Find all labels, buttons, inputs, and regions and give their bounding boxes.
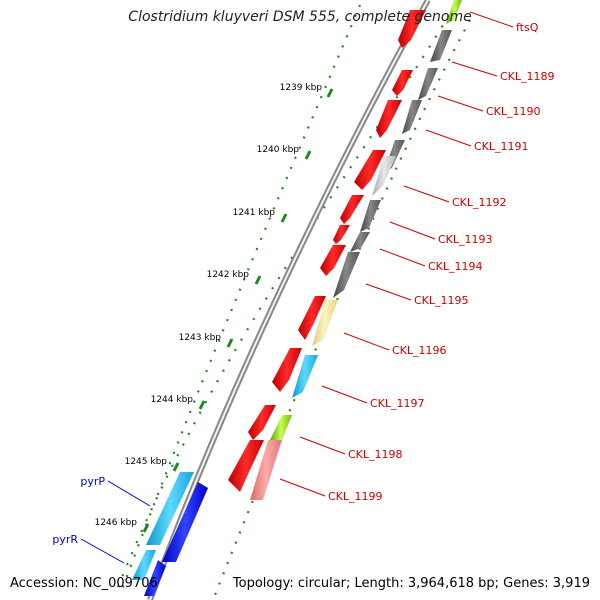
cds-ckl-1189[interactable] (392, 70, 413, 96)
cog-pyrp[interactable] (146, 472, 194, 545)
gene-labels: ftsQ CKL_1189 CKL_1190 CKL_1191 CKL_1192 CKL_… (52, 11, 555, 564)
gene-label-ckl-1199[interactable]: CKL_1199 (328, 490, 383, 503)
leader-line (321, 385, 368, 404)
cog-ckl-1194[interactable] (350, 232, 370, 252)
cds-ftsq[interactable] (398, 10, 426, 48)
leader-line (107, 480, 151, 507)
cog-ckl-1196[interactable] (312, 300, 338, 346)
gene-label-ckl-1191[interactable]: CKL_1191 (474, 140, 529, 153)
cds-ckl-1198[interactable] (228, 440, 264, 492)
leader-line (389, 221, 436, 240)
leader-line (437, 95, 484, 112)
leader-line (425, 129, 472, 147)
cds-ckl-1193[interactable] (333, 225, 350, 244)
tick-label: 1242 kbp (207, 270, 250, 280)
cog-ckl-1195[interactable] (333, 252, 360, 298)
gene-label-pyrp[interactable]: pyrP (80, 475, 105, 488)
cds-ckl-1190[interactable] (376, 100, 402, 138)
tick-label: 1240 kbp (257, 145, 300, 155)
cog-ckl-1189[interactable] (418, 68, 438, 100)
leader-line (451, 61, 498, 77)
cds-ckl-1191[interactable] (354, 150, 386, 190)
inner-dotted-track (213, 19, 471, 596)
tick-mark (326, 88, 334, 98)
pyr-genes (132, 472, 208, 596)
gene-label-ckl-1196[interactable]: CKL_1196 (392, 344, 447, 357)
tick-mark (280, 213, 288, 223)
map-title: Clostridium kluyveri DSM 555, complete g… (128, 9, 471, 25)
cds-ckl-1197[interactable] (248, 405, 276, 440)
gene-label-ckl-1198[interactable]: CKL_1198 (348, 448, 403, 461)
tick-mark (172, 462, 180, 472)
tick-label: 1243 kbp (179, 333, 222, 343)
leader-line (299, 436, 346, 455)
cog-ckl-1193[interactable] (360, 200, 381, 232)
cds-pyrr[interactable] (144, 560, 166, 596)
coordinate-ticks: 1239 kbp 1240 kbp 1241 kbp 1242 kbp 1243 kbp… (95, 83, 334, 533)
gene-label-ftsq[interactable]: ftsQ (516, 21, 539, 34)
topology-label: Topology: circular; Length: 3,964,618 bp… (232, 576, 590, 591)
tick-label: 1239 kbp (280, 83, 323, 93)
tick-label: 1241 kbp (233, 208, 276, 218)
tick-label: 1246 kbp (95, 518, 138, 528)
cog-ckl-1190[interactable] (402, 100, 422, 134)
tick-mark (198, 400, 206, 410)
cds-pyrp[interactable] (162, 482, 208, 562)
cog-ckl-1199[interactable] (250, 440, 282, 500)
gene-label-ckl-1189[interactable]: CKL_1189 (500, 70, 555, 83)
tick-mark (304, 150, 312, 160)
gene-label-ckl-1192[interactable]: CKL_1192 (452, 196, 507, 209)
cog-ftsq-green[interactable] (446, 0, 462, 24)
gene-label-ckl-1197[interactable]: CKL_1197 (370, 397, 425, 410)
leader-line (379, 248, 426, 267)
leader-line (365, 283, 412, 301)
outer-dotted-track (118, 4, 362, 596)
tick-mark (254, 275, 262, 285)
leader-line (80, 538, 125, 564)
leader-line (279, 478, 326, 497)
cog-ckl-1198[interactable] (270, 415, 292, 440)
tick-mark (142, 523, 150, 533)
accession-label: Accession: NC_009706 (10, 576, 158, 591)
tick-label: 1244 kbp (151, 395, 194, 405)
cds-ckl-1192[interactable] (340, 195, 364, 224)
cds-ckl-1194[interactable] (320, 245, 346, 276)
gene-label-ckl-1190[interactable]: CKL_1190 (486, 105, 541, 118)
cds-ckl-1195[interactable] (298, 296, 326, 340)
tick-mark (226, 338, 234, 348)
cog-ckl-1192[interactable] (372, 156, 396, 196)
cog-ckl-1197[interactable] (292, 355, 318, 398)
genome-backbone-highlight (149, 0, 429, 600)
tick-label: 1245 kbp (125, 457, 168, 467)
cog-track (250, 0, 462, 500)
gene-label-pyrr[interactable]: pyrR (52, 533, 78, 546)
forward-cds-track (228, 10, 426, 492)
cog-ftsq[interactable] (430, 30, 452, 62)
gene-label-ckl-1193[interactable]: CKL_1193 (438, 233, 493, 246)
leader-line (343, 332, 390, 351)
leader-line (403, 185, 450, 203)
leader-line (469, 11, 514, 28)
gene-label-ckl-1195[interactable]: CKL_1195 (414, 294, 469, 307)
cds-ckl-1196[interactable] (272, 348, 302, 392)
gene-label-ckl-1194[interactable]: CKL_1194 (428, 260, 483, 273)
cog-pyrr[interactable] (132, 550, 156, 580)
